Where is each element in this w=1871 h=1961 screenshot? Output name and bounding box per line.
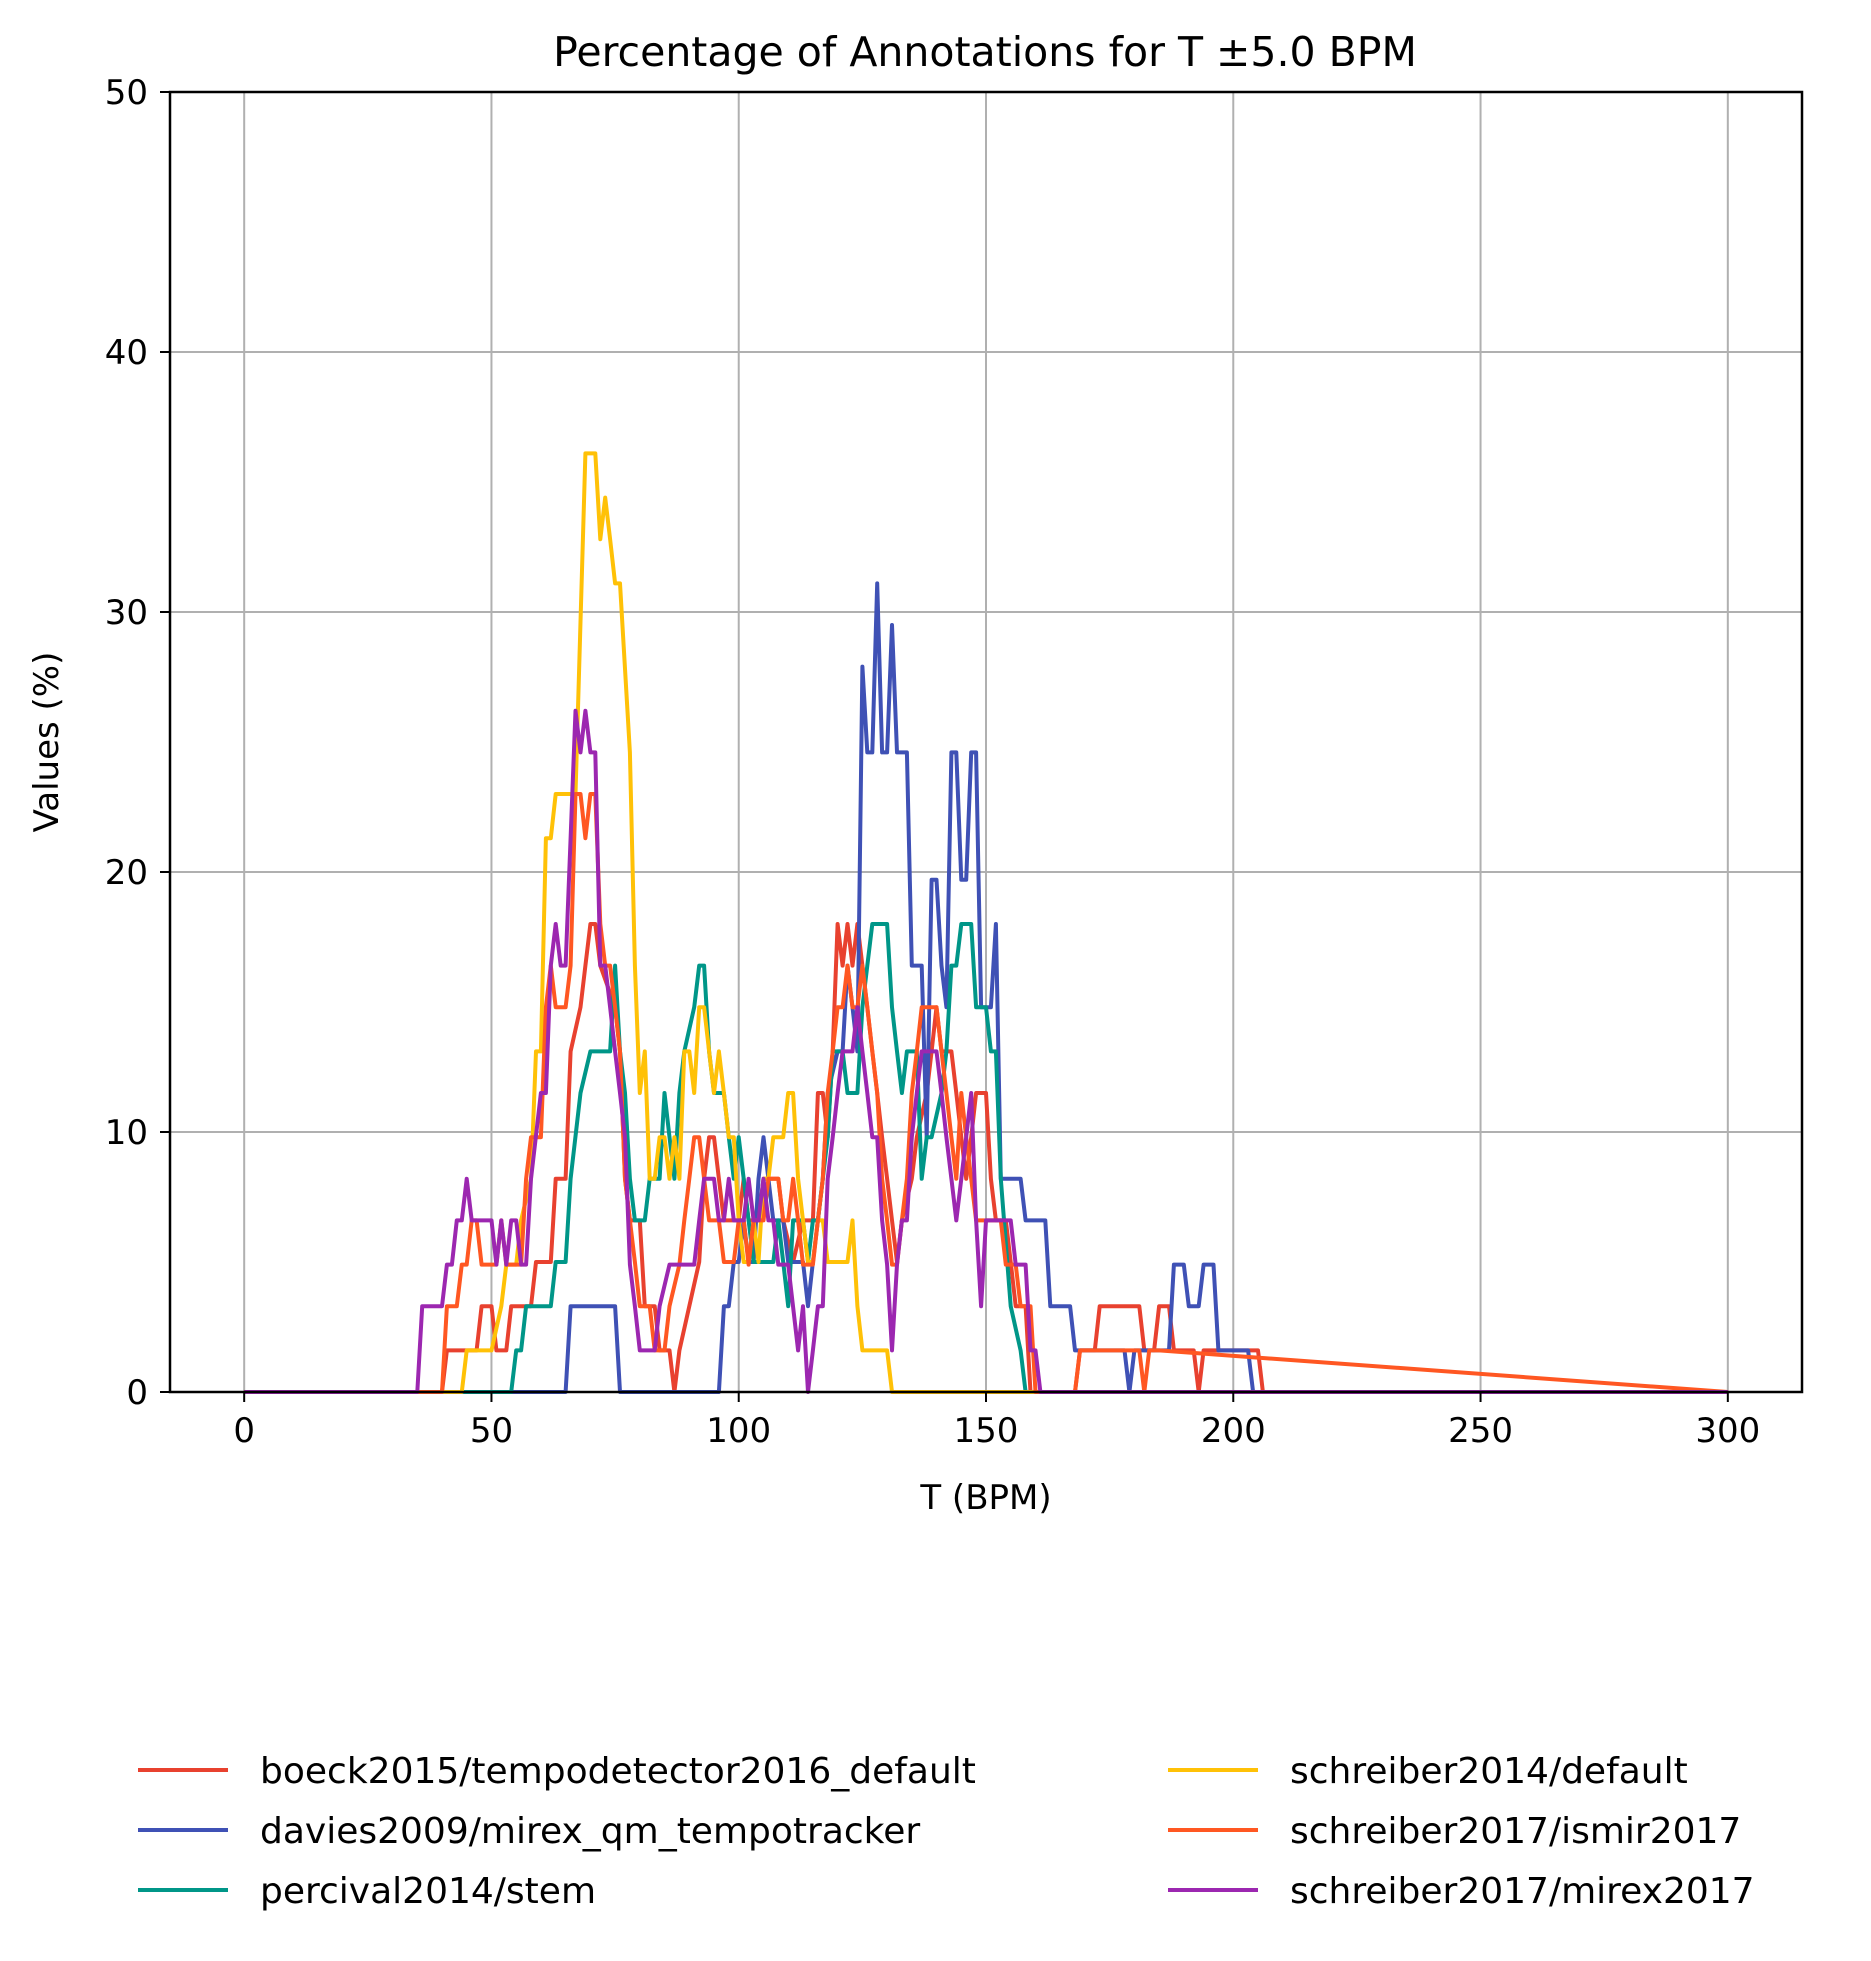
y-axis-title: Values (%) [27, 652, 67, 833]
axis-ticks: 0 50 100 150 200 250 300 0 10 20 30 40 50 [105, 73, 1761, 1451]
x-tick-label: 200 [1201, 1411, 1266, 1451]
x-tick-label: 100 [706, 1411, 771, 1451]
legend-label-4: schreiber2014/default [1290, 1751, 1688, 1792]
y-tick-label: 0 [126, 1373, 148, 1413]
y-tick-label: 50 [105, 73, 148, 113]
series-line-6 [244, 708, 1728, 1394]
y-tick-label: 10 [105, 1113, 148, 1153]
legend-label-1: boeck2015/tempodetector2016_default [260, 1751, 976, 1792]
x-tick-label: 250 [1448, 1411, 1513, 1451]
legend-label-5: schreiber2017/ismir2017 [1290, 1811, 1741, 1852]
y-tick-label: 30 [105, 593, 148, 633]
y-tick-label: 20 [105, 853, 148, 893]
legend-label-2: davies2009/mirex_qm_tempotracker [260, 1811, 920, 1852]
x-tick-label: 0 [233, 1411, 255, 1451]
series-line-4 [244, 451, 1728, 1394]
legend-label-6: schreiber2017/mirex2017 [1290, 1871, 1755, 1912]
x-tick-label: 150 [954, 1411, 1019, 1451]
series-line-2 [244, 581, 1728, 1394]
x-tick-label: 300 [1695, 1411, 1760, 1451]
x-tick-label: 50 [470, 1411, 513, 1451]
legend-label-3: percival2014/stem [260, 1871, 596, 1912]
series-lines [244, 451, 1728, 1394]
legend: boeck2015/tempodetector2016_defaultdavie… [138, 1751, 1755, 1912]
x-axis-title: T (BPM) [919, 1478, 1051, 1518]
y-tick-label: 40 [105, 333, 148, 373]
chart-title: Percentage of Annotations for T ±5.0 BPM [553, 28, 1417, 76]
grid-lines [170, 91, 1802, 1393]
